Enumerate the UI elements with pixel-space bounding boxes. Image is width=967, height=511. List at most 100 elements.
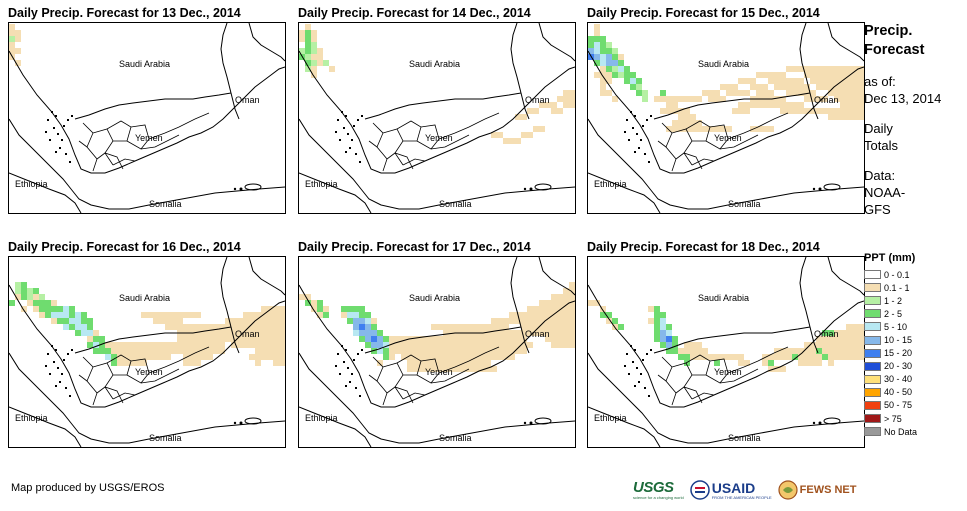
border-saudi-yemen (364, 92, 522, 120)
precip-cell (311, 60, 317, 66)
precip-cell (81, 324, 87, 330)
precip-cell (99, 342, 105, 348)
precip-cell (69, 312, 75, 318)
precip-cell (147, 342, 153, 348)
precip-cell (165, 348, 171, 354)
precip-cell (768, 366, 774, 372)
precip-cell (237, 324, 243, 330)
precip-cell (305, 60, 311, 66)
precip-cell (81, 318, 87, 324)
label-saudi: Saudi Arabia (409, 59, 460, 69)
precip-cell (828, 360, 834, 366)
precip-cell (563, 96, 569, 102)
precip-cell (153, 318, 159, 324)
precip-cell (702, 90, 708, 96)
precip-cell (726, 354, 732, 360)
precip-cell (135, 348, 141, 354)
precip-cell (389, 348, 395, 354)
precip-cell (551, 108, 557, 114)
label-saudi: Saudi Arabia (409, 293, 460, 303)
precip-cell (425, 342, 431, 348)
precip-cell (600, 42, 606, 48)
precip-cell (237, 330, 243, 336)
precip-cell (51, 312, 57, 318)
precip-cell (359, 318, 365, 324)
coastline-arabia (299, 50, 575, 174)
island-marker (351, 139, 353, 141)
island-marker (341, 345, 343, 347)
precip-cell (479, 366, 485, 372)
precip-cell (798, 354, 804, 360)
precip-cell (750, 84, 756, 90)
island-marker (57, 133, 59, 135)
precip-cell (383, 354, 389, 360)
precip-cell (828, 72, 834, 78)
precip-cell (612, 66, 618, 72)
precip-cell (666, 102, 672, 108)
precip-cell (365, 312, 371, 318)
precip-cell (491, 366, 497, 372)
governorate-boundary (719, 368, 759, 384)
precip-cell (299, 294, 305, 300)
precip-cell (846, 96, 852, 102)
precip-cell (810, 354, 816, 360)
island-marker (233, 187, 237, 191)
island-marker (69, 161, 71, 163)
precip-cell (684, 108, 690, 114)
coastline-oman (827, 257, 864, 296)
precip-cell (425, 336, 431, 342)
precip-cell (311, 300, 317, 306)
precip-cell (594, 54, 600, 60)
island-marker (47, 119, 49, 121)
precip-cell (569, 294, 575, 300)
governorate-boundary (382, 362, 404, 400)
legend-swatch (864, 374, 881, 384)
precip-cell (401, 354, 407, 360)
precip-cell (159, 354, 165, 360)
precip-cell (407, 354, 413, 360)
precip-cell (834, 342, 840, 348)
precip-cell (455, 348, 461, 354)
legend-label: 0 - 0.1 (884, 269, 910, 280)
island-marker (634, 115, 636, 117)
precip-cell (225, 336, 231, 342)
precip-cell (431, 348, 437, 354)
precip-cell (299, 36, 305, 42)
side-title-line1: Precip. (864, 23, 913, 39)
legend-swatch (864, 309, 881, 319)
coastline-oman (248, 23, 285, 62)
precip-cell (311, 36, 317, 42)
precip-cell (762, 126, 768, 132)
precip-cell (383, 336, 389, 342)
precip-cell (147, 354, 153, 360)
label-yemen: Yemen (135, 367, 163, 377)
precip-cell (588, 42, 594, 48)
precip-cell (762, 102, 768, 108)
precip-cell (21, 294, 27, 300)
precip-cell (273, 306, 279, 312)
precip-cell (666, 348, 672, 354)
precip-cell (273, 312, 279, 318)
island-marker (636, 367, 638, 369)
island-marker (61, 139, 63, 141)
precip-cell (684, 126, 690, 132)
precip-cell (828, 354, 834, 360)
map-labels: Saudi Arabia Oman Yemen Ethiopia Somalia (305, 59, 550, 209)
precip-cell (648, 318, 654, 324)
island-marker (69, 395, 71, 397)
precip-cell (606, 318, 612, 324)
island-marker (634, 151, 636, 153)
precip-cell (569, 306, 575, 312)
precip-cell (485, 360, 491, 366)
precip-cell (75, 318, 81, 324)
border-ethiopia (588, 172, 661, 213)
island-marker (349, 381, 351, 383)
precip-cell (750, 78, 756, 84)
legend-item: No Data (864, 425, 964, 438)
island-marker (630, 345, 632, 347)
island-socotra (823, 183, 841, 191)
precip-cell (279, 336, 285, 342)
island-marker (353, 125, 355, 127)
coastline-africa (588, 352, 864, 444)
precip-cell (461, 348, 467, 354)
